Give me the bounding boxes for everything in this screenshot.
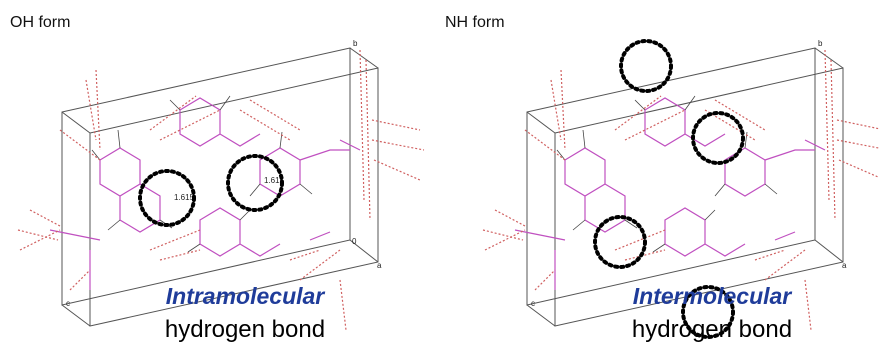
page: OH form 1.615 1.615 b a c 0 Intramolecul… (0, 0, 879, 344)
axis-label: a (377, 261, 382, 270)
axis-label: b (818, 39, 823, 48)
axis-label: c (66, 299, 70, 308)
caption-emphasis: Intermolecular (633, 283, 793, 309)
axis-label: a (842, 261, 847, 270)
axis-label: c (531, 299, 535, 308)
caption-emphasis: Intramolecular (166, 283, 326, 309)
figure: OH form 1.615 1.615 b a c 0 Intramolecul… (0, 0, 879, 344)
caption: hydrogen bond (165, 316, 325, 343)
panel-title: NH form (445, 14, 505, 31)
axis-label: 0 (352, 237, 357, 246)
axis-label: b (353, 39, 358, 48)
caption: hydrogen bond (632, 316, 792, 343)
panel-title: OH form (10, 14, 70, 31)
highlight-circle (621, 41, 671, 91)
distance-label: 1.615 (174, 193, 195, 202)
highlight-circle (595, 217, 645, 267)
